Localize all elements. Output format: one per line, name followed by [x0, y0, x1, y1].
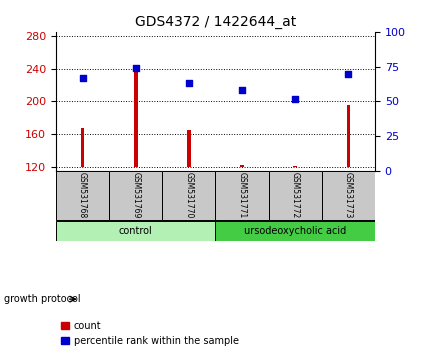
Legend: count, percentile rank within the sample: count, percentile rank within the sample: [61, 321, 238, 346]
Bar: [162, 171, 215, 220]
Text: growth protocol: growth protocol: [4, 294, 81, 304]
Text: GSM531772: GSM531772: [290, 172, 299, 218]
Bar: [240, 165, 243, 167]
Bar: [215, 221, 374, 241]
Bar: [80, 128, 84, 167]
Bar: [268, 171, 321, 220]
Point: [238, 87, 245, 93]
Point: [79, 75, 86, 81]
Text: GSM531770: GSM531770: [184, 172, 193, 219]
Text: GSM531769: GSM531769: [131, 172, 140, 219]
Text: GSM531773: GSM531773: [343, 172, 352, 219]
Text: control: control: [119, 226, 152, 236]
Text: ursodeoxycholic acid: ursodeoxycholic acid: [243, 226, 346, 236]
Text: GSM531771: GSM531771: [237, 172, 246, 218]
Bar: [56, 221, 215, 241]
Bar: [346, 105, 350, 167]
Bar: [134, 65, 137, 167]
Point: [344, 71, 351, 76]
Bar: [56, 171, 109, 220]
Point: [291, 96, 298, 102]
Title: GDS4372 / 1422644_at: GDS4372 / 1422644_at: [135, 16, 295, 29]
Point: [185, 81, 192, 86]
Bar: [293, 166, 296, 167]
Bar: [321, 171, 374, 220]
Bar: [109, 171, 162, 220]
Bar: [215, 171, 268, 220]
Text: GSM531768: GSM531768: [78, 172, 87, 218]
Bar: [187, 130, 190, 167]
Point: [132, 65, 139, 71]
